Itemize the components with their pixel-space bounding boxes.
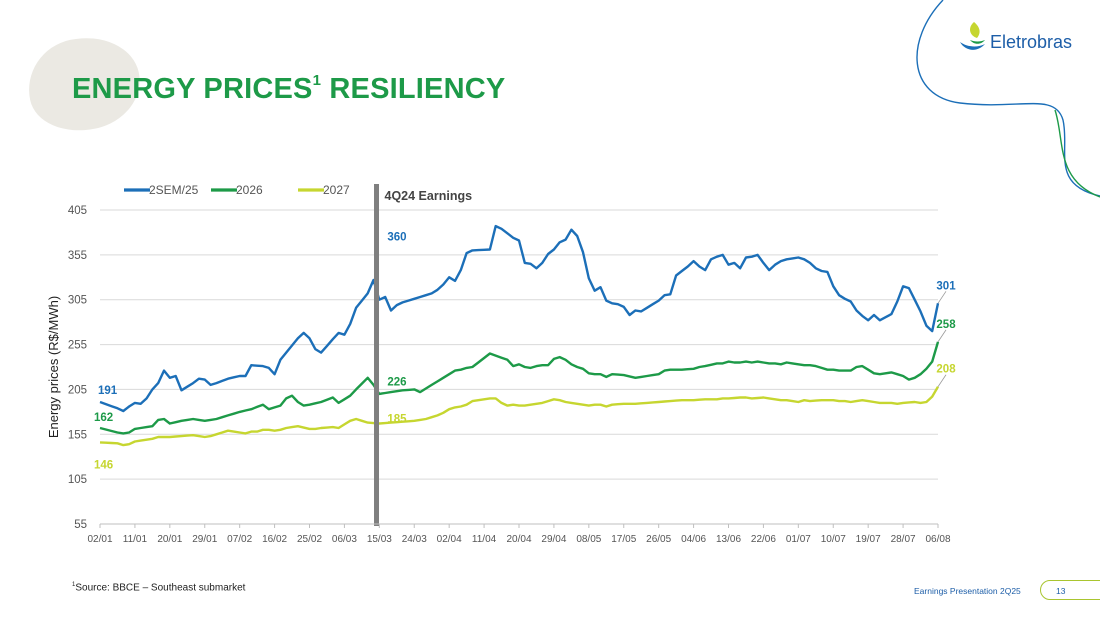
logo-swoosh-icon [970, 40, 985, 44]
legend-label: 2027 [323, 183, 350, 197]
x-tick-label: 01/07 [786, 534, 811, 545]
brand-curve-green [1054, 109, 1100, 198]
chart-legend: 2SEM/25 2026 2027 [124, 183, 350, 197]
data-label: 191 [98, 385, 118, 397]
logo-wave-icon [960, 42, 985, 50]
legend-label: 2SEM/25 [149, 183, 199, 197]
source-footnote: 1Source: BBCE – Southeast submarket [72, 582, 245, 593]
x-tick-label: 13/06 [716, 534, 741, 545]
data-label-leader [937, 291, 947, 304]
y-tick-label: 305 [68, 295, 87, 307]
x-tick-label: 24/03 [402, 534, 427, 545]
y-tick-label: 355 [68, 250, 87, 262]
y-tick-label: 105 [68, 474, 87, 486]
x-tick-label: 08/05 [576, 534, 601, 545]
data-labels: 191 360 301 162 226 258 146 185 208 [94, 231, 956, 471]
data-label: 301 [936, 280, 956, 292]
x-tick-label: 02/04 [437, 534, 462, 545]
x-tick-label: 02/01 [87, 534, 112, 545]
x-tick-label: 22/06 [751, 534, 776, 545]
data-label: 258 [936, 319, 956, 331]
page-number-pill [1040, 580, 1100, 600]
series-line-2027 [99, 386, 940, 447]
brand-curve-decoration [916, 0, 1100, 198]
data-label: 185 [387, 413, 407, 425]
data-label: 360 [387, 231, 406, 243]
data-label: 208 [936, 364, 956, 376]
x-tick-label: 19/07 [856, 534, 881, 545]
x-tick-label: 06/08 [925, 534, 950, 545]
footnote-text: Source: BBCE – Southeast submarket [75, 582, 246, 594]
title-rest: RESILIENCY [321, 73, 506, 105]
x-tick-label: 11/01 [123, 534, 148, 545]
chart-grid [100, 209, 938, 480]
page-title: ENERGY PRICES1 RESILIENCY [72, 72, 505, 106]
y-tick-label: 255 [68, 340, 87, 352]
x-tick-label: 26/05 [646, 534, 671, 545]
earnings-marker-bar [374, 184, 380, 526]
x-tick-label: 20/04 [506, 534, 531, 545]
energy-prices-chart: 55 105 155 205 255 305 355 405 02/01 11/01 20/01 2… [46, 183, 956, 545]
x-tick-label: 28/07 [891, 534, 916, 545]
x-tick-label: 17/05 [611, 534, 636, 545]
x-tick-label: 29/01 [192, 534, 217, 545]
brand-curve-blue [916, 0, 1100, 197]
y-tick-label: 205 [68, 384, 87, 396]
x-tick-label: 11/04 [472, 534, 497, 545]
footnote-ref: 1 [72, 582, 76, 588]
logo-leaf-icon [970, 22, 980, 38]
data-label-leader [937, 329, 947, 343]
y-tick-label: 155 [68, 429, 87, 441]
title-footnote-ref: 1 [312, 72, 322, 89]
data-label-leader [937, 374, 947, 387]
y-tick-label: 405 [68, 205, 87, 217]
logo-text: Eletrobras [990, 32, 1073, 52]
x-tick-label: 25/02 [297, 534, 322, 545]
series-lines [99, 224, 940, 447]
x-tick-label: 06/03 [332, 534, 357, 545]
page-number: 13 [1056, 586, 1066, 596]
series-line-2026 [99, 341, 940, 435]
earnings-marker: 4Q24 Earnings [374, 184, 472, 526]
x-axis-ticks: 02/01 11/01 20/01 29/01 07/02 16/02 25/02 06/03… [87, 524, 951, 545]
footer-label: Earnings Presentation 2Q25 [914, 586, 1021, 596]
eletrobras-logo [960, 22, 985, 50]
x-tick-label: 04/06 [681, 534, 706, 545]
y-axis-ticks: 55 105 155 205 255 305 355 405 [68, 205, 87, 531]
data-label: 146 [94, 459, 113, 471]
x-tick-label: 15/03 [367, 534, 392, 545]
x-tick-label: 29/04 [541, 534, 566, 545]
series-line-2sem25 [99, 224, 940, 413]
x-tick-label: 16/02 [262, 534, 287, 545]
x-tick-label: 10/07 [821, 534, 846, 545]
y-axis-label: Energy prices (R$/MWh) [46, 296, 61, 438]
y-tick-label: 55 [74, 519, 87, 531]
title-main: ENERGY PRICES [72, 73, 313, 105]
data-label: 162 [94, 412, 113, 424]
earnings-marker-label: 4Q24 Earnings [385, 189, 473, 203]
data-label: 226 [387, 377, 406, 389]
x-tick-label: 20/01 [157, 534, 182, 545]
x-tick-label: 07/02 [227, 534, 252, 545]
legend-label: 2026 [236, 183, 263, 197]
